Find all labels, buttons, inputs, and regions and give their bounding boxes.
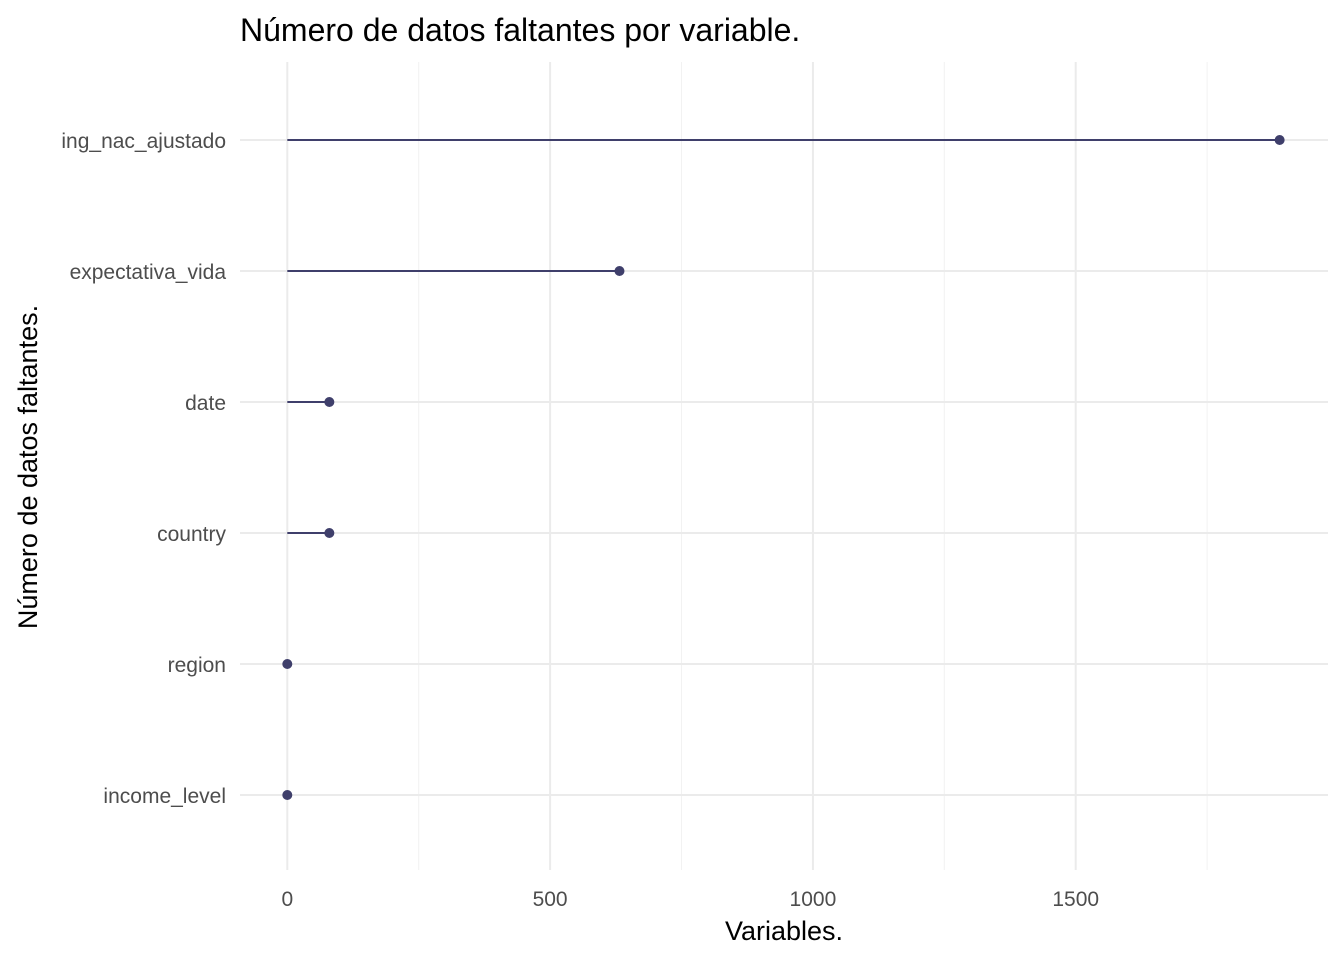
lollipop-point [324, 397, 335, 407]
y-tick-label: expectativa_vida [70, 261, 227, 284]
lollipop-point [614, 266, 625, 276]
lollipop-point [324, 528, 335, 538]
grid-layer [240, 62, 1328, 870]
labels-layer: income_level region country date expectativa… [61, 130, 1099, 911]
y-tick-label: country [157, 523, 226, 546]
lollipop-point [282, 659, 293, 669]
x-tick-label: 1500 [1052, 888, 1099, 911]
y-axis-title: Número de datos faltantes. [13, 305, 43, 629]
y-tick-label: date [185, 392, 226, 415]
x-tick-label: 500 [533, 888, 568, 911]
y-tick-label: region [168, 654, 226, 677]
y-tick-label: income_level [103, 785, 226, 808]
lollipop-point [282, 790, 293, 800]
x-tick-label: 0 [281, 888, 293, 911]
marks-layer [282, 135, 1285, 800]
chart-title: Número de datos faltantes por variable. [240, 12, 800, 48]
x-tick-label: 1000 [790, 888, 837, 911]
lollipop-point [1274, 135, 1285, 145]
y-tick-label: ing_nac_ajustado [61, 130, 226, 153]
x-axis-title: Variables. [725, 916, 843, 946]
